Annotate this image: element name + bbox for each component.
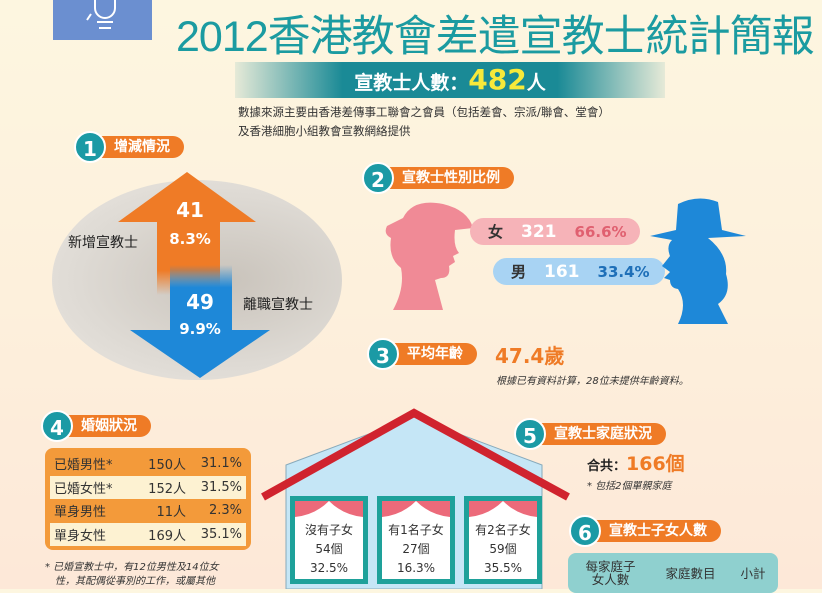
section-number: 6 xyxy=(569,515,601,547)
table-row: 已婚男性* 150人 31.1% xyxy=(54,456,242,474)
section-number: 1 xyxy=(74,131,106,163)
window-two-children: 有2名子女 59個 35.5% xyxy=(464,496,542,584)
female-silhouette-icon xyxy=(385,202,473,310)
down-arrow xyxy=(130,265,270,378)
section-title: 宣教士性別比例 xyxy=(388,167,514,189)
section-number: 3 xyxy=(367,338,399,370)
age-note: 根據已有資料計算，28位未提供年齡資料。 xyxy=(496,376,689,387)
section-number: 2 xyxy=(362,162,394,194)
male-label: 男 xyxy=(511,263,527,281)
source-line: 及香港細胞小組教會宣教網絡提供 xyxy=(238,124,411,138)
male-count: 161 xyxy=(544,261,580,282)
new-pct: 8.3% xyxy=(169,230,211,248)
lightbulb-logo xyxy=(53,0,152,40)
family-total-label: 合共： xyxy=(587,459,627,474)
total-banner: 宣教士人數：482人 xyxy=(235,62,665,98)
female-pct: 66.6% xyxy=(574,222,627,241)
window-no-children: 沒有子女 54個 32.5% xyxy=(290,496,368,584)
section-1-heading: 1 增減情況 xyxy=(74,131,184,163)
female-count: 321 xyxy=(521,221,557,242)
new-label: 新增宣教士 xyxy=(68,235,138,251)
table-row: 單身男性 11人 2.3% xyxy=(54,503,242,521)
marital-table: 已婚男性* 150人 31.1% 已婚女性* 152人 31.5% 單身男性 11人 2.3… xyxy=(45,448,251,550)
family-total: 合共： 166個 xyxy=(587,449,685,476)
table-row: 已婚女性* 152人 31.5% xyxy=(50,475,246,499)
female-label: 女 xyxy=(488,223,504,241)
total-unit: 人 xyxy=(526,72,546,94)
page-title: 2012香港教會差遣宣教士統計簡報 xyxy=(176,13,815,61)
section-2-heading: 2 宣教士性別比例 xyxy=(362,162,514,194)
average-age: 47.4歲 xyxy=(495,344,565,368)
left-label: 離職宣教士 xyxy=(243,297,313,313)
total-value: 482 xyxy=(468,63,527,96)
marital-note: * 已婚宣教士中，有12位男性及14位女 性，其配偶從事別的工作，或屬其他 xyxy=(45,561,219,589)
source-line: 數據來源主要由香港差傳事工聯會之會員（包括差會、宗派/聯會、堂會） xyxy=(238,105,610,119)
note-line: * 已婚宣教士中，有12位男性及14位女 xyxy=(45,562,219,573)
section-4-heading: 4 婚姻狀況 xyxy=(41,410,151,442)
section-title: 宣教士子女人數 xyxy=(595,520,721,542)
children-table-header: 每家庭子女人數 家庭數目 小計 xyxy=(568,553,778,593)
family-note: * 包括2個單親家庭 xyxy=(587,481,672,492)
new-count: 41 xyxy=(176,198,204,222)
male-bar: 男 161 33.4% xyxy=(493,258,665,285)
column-header: 家庭數目 xyxy=(665,565,716,581)
section-3-heading: 3 平均年齡 xyxy=(367,338,477,370)
table-row: 單身女性 169人 35.1% xyxy=(50,522,246,546)
arrows-graphic xyxy=(118,172,270,378)
section-number: 4 xyxy=(41,410,73,442)
section-6-heading: 6 宣教士子女人數 xyxy=(569,515,721,547)
male-pct: 33.4% xyxy=(597,262,650,281)
left-count: 49 xyxy=(186,290,214,314)
note-line: 性，其配偶從事別的工作，或屬其他 xyxy=(55,576,215,587)
section-number: 5 xyxy=(514,418,546,450)
roof xyxy=(261,408,570,501)
left-pct: 9.9% xyxy=(179,320,221,338)
section-5-heading: 5 宣教士家庭狀況 xyxy=(514,418,666,450)
section-title: 增減情況 xyxy=(100,136,184,158)
column-header: 每家庭子女人數 xyxy=(585,559,636,587)
source-note: 數據來源主要由香港差傳事工聯會之會員（包括差會、宗派/聯會、堂會） 及香港細胞小… xyxy=(238,103,610,141)
section-title: 平均年齡 xyxy=(393,343,477,365)
male-silhouette-icon xyxy=(650,198,746,324)
column-header: 小計 xyxy=(740,565,766,581)
female-bar: 女 321 66.6% xyxy=(470,218,640,245)
up-arrow xyxy=(118,172,256,295)
total-label: 宣教士人數： xyxy=(354,72,469,94)
family-total-value: 166個 xyxy=(626,453,685,475)
window-one-child: 有1名子女 27個 16.3% xyxy=(377,496,455,584)
section-title: 婚姻狀況 xyxy=(67,415,151,437)
section-title: 宣教士家庭狀況 xyxy=(540,423,666,445)
